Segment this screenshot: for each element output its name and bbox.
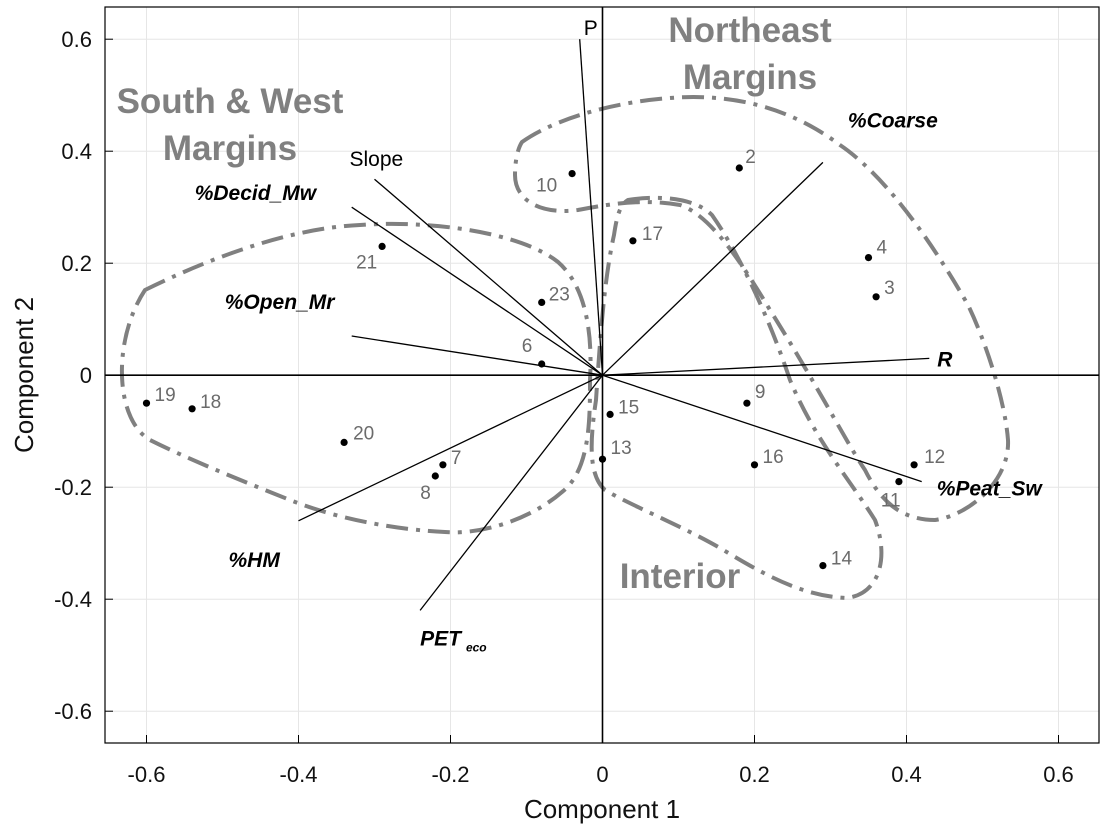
score-point-7 xyxy=(439,461,447,469)
plot-frame xyxy=(104,6,1100,744)
score-point-20 xyxy=(340,438,348,446)
y-tick-label: 0.2 xyxy=(61,251,92,276)
region-label-northeast-line2: Margins xyxy=(683,58,817,97)
y-tick-label: 0 xyxy=(80,363,92,388)
vector-line-peat-sw xyxy=(602,374,922,483)
region-outline-northeast xyxy=(513,95,1011,522)
x-tick-label: 0.6 xyxy=(1043,762,1074,787)
y-tick-label: 0.4 xyxy=(61,139,92,164)
y-tick-label: -0.2 xyxy=(54,475,92,500)
score-point-13 xyxy=(598,455,607,463)
vector-line-slope xyxy=(374,178,603,376)
score-point-6 xyxy=(538,360,546,368)
x-tick-label: 0.4 xyxy=(891,762,922,787)
vector-label-hm: %HM xyxy=(229,549,281,572)
x-tick-label: -0.6 xyxy=(128,762,166,787)
x-axis-title: Component 1 xyxy=(524,794,680,824)
y-axis-title: Component 2 xyxy=(9,297,39,453)
score-point-19 xyxy=(142,399,151,407)
score-label-14: 14 xyxy=(831,549,853,570)
score-point-3 xyxy=(872,293,880,301)
score-label-9: 9 xyxy=(755,382,766,403)
score-label-17: 17 xyxy=(642,224,663,245)
score-label-15: 15 xyxy=(618,397,639,418)
score-point-2 xyxy=(735,164,743,172)
axis-ticks: -0.6 -0.4 -0.2 0 0.2 0.4 0.6 -0.6 -0.4 -0.2 0 0.2 0.… xyxy=(54,27,1074,787)
vector-label-coarse: %Coarse xyxy=(848,109,938,132)
score-label-6: 6 xyxy=(522,336,533,357)
vector-line-coarse xyxy=(602,161,824,376)
score-point-23 xyxy=(538,298,546,306)
vector-label-slope: Slope xyxy=(350,148,404,171)
vector-label-p: P xyxy=(584,17,598,40)
x-tick-label: -0.2 xyxy=(432,762,470,787)
score-label-3: 3 xyxy=(884,278,895,299)
vector-line-open-mr xyxy=(351,335,603,376)
score-label-7: 7 xyxy=(451,448,462,469)
x-tick-label: -0.4 xyxy=(280,762,318,787)
score-label-8: 8 xyxy=(420,483,431,504)
y-tick-label: -0.4 xyxy=(54,587,92,612)
score-label-12: 12 xyxy=(924,447,945,468)
score-point-15 xyxy=(606,410,614,418)
loading-vectors: P Slope %Decid_Mw %Open_Mr %Coarse R %Peat_Sw%… xyxy=(195,17,1044,654)
vector-label-pet: PET eco xyxy=(420,627,487,654)
score-label-13: 13 xyxy=(611,438,632,459)
region-label-south-west-line1: South & West xyxy=(117,82,344,121)
vector-label-r: R xyxy=(937,348,953,371)
region-labels: South & West Margins Northeast Margins I… xyxy=(117,11,832,596)
score-point-16 xyxy=(750,461,759,469)
region-outlines xyxy=(120,95,1011,600)
y-tick-label: -0.6 xyxy=(54,699,92,724)
vector-line-r xyxy=(602,357,930,376)
vector-line-decid-mw xyxy=(351,206,603,376)
region-label-interior: Interior xyxy=(620,557,741,596)
region-label-south-west-line2: Margins xyxy=(163,129,297,168)
score-point-4 xyxy=(864,254,873,262)
score-label-11: 11 xyxy=(881,491,901,512)
vector-line-pet xyxy=(419,374,604,611)
score-label-16: 16 xyxy=(763,447,784,468)
score-point-11 xyxy=(895,478,903,486)
score-label-10: 10 xyxy=(536,176,557,197)
region-label-northeast-line1: Northeast xyxy=(668,11,832,50)
score-label-4: 4 xyxy=(877,238,888,259)
vector-label-peat-sw: %Peat_Sw xyxy=(937,478,1044,501)
score-point-10 xyxy=(568,170,576,178)
score-label-2: 2 xyxy=(745,147,756,168)
score-label-19: 19 xyxy=(155,385,176,406)
vector-label-open-mr: %Open_Mr xyxy=(225,291,337,314)
score-point-14 xyxy=(819,562,827,570)
score-label-18: 18 xyxy=(200,392,221,413)
score-label-21: 21 xyxy=(356,252,377,273)
vector-line-hm xyxy=(298,374,603,522)
x-tick-label: 0 xyxy=(596,762,608,787)
y-tick-label: 0.6 xyxy=(61,27,92,52)
score-point-9 xyxy=(743,399,751,407)
score-point-8 xyxy=(431,472,439,480)
score-point-21 xyxy=(378,242,386,250)
score-point-12 xyxy=(910,461,918,469)
x-tick-label: 0.2 xyxy=(739,762,770,787)
vector-line-p xyxy=(579,39,604,376)
vector-label-decid-mw: %Decid_Mw xyxy=(195,182,318,205)
score-label-23: 23 xyxy=(549,284,570,305)
score-label-20: 20 xyxy=(353,423,374,444)
region-outline-interior xyxy=(589,195,884,600)
score-point-18 xyxy=(188,405,196,413)
score-point-17 xyxy=(629,237,637,245)
